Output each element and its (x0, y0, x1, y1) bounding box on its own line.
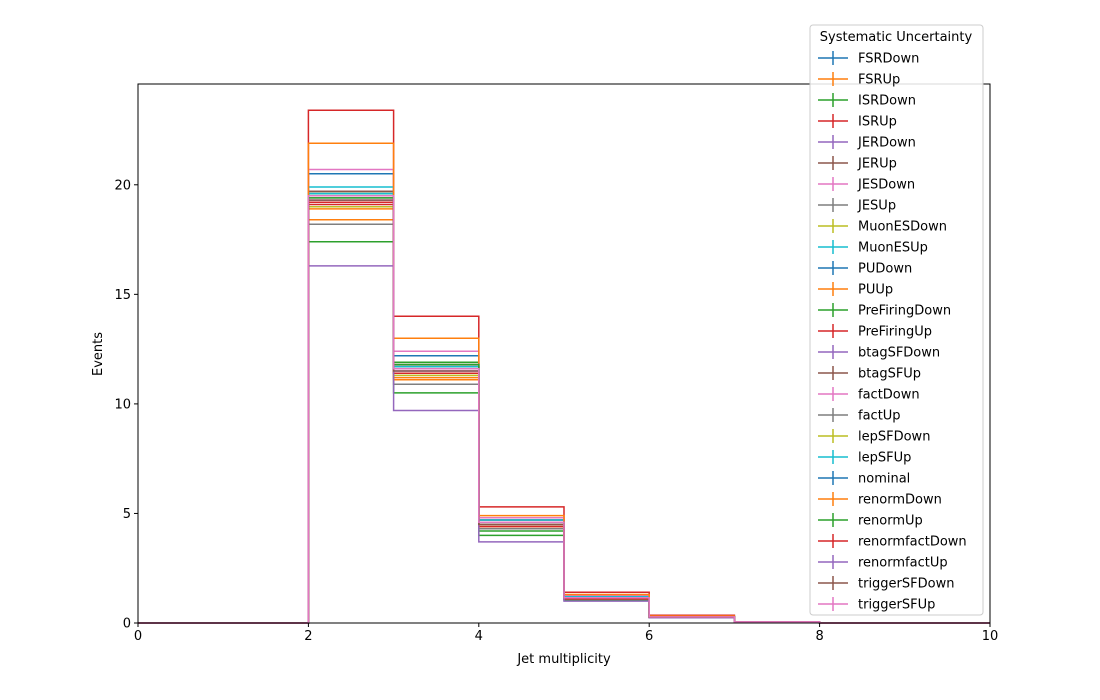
legend-entry-JESDown: JESDown (818, 177, 915, 193)
legend-label: PreFiringUp (858, 325, 932, 340)
legend-label: btagSFUp (858, 367, 921, 382)
legend-entry-factDown: factDown (818, 387, 920, 403)
legend-label: ISRUp (858, 115, 897, 130)
legend-label: PreFiringDown (858, 304, 951, 319)
legend-label: renormfactDown (858, 535, 967, 550)
legend-label: ISRDown (858, 94, 916, 109)
legend-entry-MuonESUp: MuonESUp (818, 240, 928, 256)
legend-label: JESUp (857, 199, 896, 214)
legend-entry-ISRDown: ISRDown (818, 93, 916, 109)
legend-entry-PUDown: PUDown (818, 261, 912, 277)
plot-frame (137, 83, 991, 624)
y-tick-label: 20 (114, 178, 131, 193)
x-axis: 0 2 4 6 8 10 (134, 623, 998, 644)
legend-entry-btagSFUp: btagSFUp (818, 366, 921, 382)
legend-label: renormfactUp (858, 556, 948, 571)
legend-label: MuonESDown (858, 220, 947, 235)
legend-label: renormDown (858, 493, 942, 508)
y-tick-label: 15 (114, 288, 131, 303)
legend-label: lepSFDown (858, 430, 930, 445)
x-tick-label: 10 (982, 629, 999, 644)
x-tick-label: 2 (304, 629, 312, 644)
legend-title: Systematic Uncertainty (820, 30, 973, 45)
legend-entry-JESUp: JESUp (818, 198, 896, 214)
legend-label: MuonESUp (858, 241, 928, 256)
legend-label: JERDown (857, 136, 916, 151)
legend-label: triggerSFUp (858, 598, 935, 613)
legend-entry-renormDown: renormDown (818, 492, 942, 508)
legend-entry-lepSFUp: lepSFUp (818, 450, 911, 466)
legend-entry-MuonESDown: MuonESDown (818, 219, 947, 235)
series-line-triggerSFUp (138, 194, 990, 624)
y-axis: 0 5 10 15 20 (114, 178, 138, 632)
legend-entry-FSRDown: FSRDown (818, 51, 919, 67)
legend-label: nominal (858, 472, 910, 487)
legend-label: FSRUp (858, 73, 900, 88)
legend-entry-ISRUp: ISRUp (818, 114, 897, 130)
legend-label: triggerSFDown (858, 577, 954, 592)
legend-label: JERUp (857, 157, 897, 172)
legend-entry-PreFiringDown: PreFiringDown (818, 303, 951, 319)
legend-label: factUp (858, 409, 901, 424)
legend-label: renormUp (858, 514, 923, 529)
legend-entry-FSRUp: FSRUp (818, 72, 900, 88)
legend-label: FSRDown (858, 52, 919, 67)
x-tick-label: 4 (475, 629, 483, 644)
legend-entry-JERUp: JERUp (818, 156, 897, 172)
x-tick-label: 0 (134, 629, 142, 644)
legend-entry-renormUp: renormUp (818, 513, 923, 529)
legend-label: JESDown (857, 178, 915, 193)
legend-entries: FSRDown FSRUp ISRDown ISRUp JERDown JERUp JESD… (818, 51, 967, 613)
legend-entry-renormfactUp: renormfactUp (818, 555, 948, 571)
legend-label: lepSFUp (858, 451, 911, 466)
legend-entry-PUUp: PUUp (818, 282, 893, 298)
legend-entry-lepSFDown: lepSFDown (818, 429, 930, 445)
legend-entry-renormfactDown: renormfactDown (818, 534, 967, 550)
legend-label: btagSFDown (858, 346, 940, 361)
legend-entry-factUp: factUp (818, 408, 901, 424)
legend-label: PUDown (858, 262, 912, 277)
legend-entry-JERDown: JERDown (818, 135, 916, 151)
y-axis-label: Events (91, 332, 106, 376)
series-layer (138, 109, 990, 624)
y-tick-label: 10 (114, 397, 131, 412)
legend-entry-triggerSFUp: triggerSFUp (818, 597, 935, 613)
legend-entry-PreFiringUp: PreFiringUp (818, 324, 932, 340)
x-tick-label: 6 (645, 629, 653, 644)
legend: Systematic Uncertainty FSRDown FSRUp ISRDo… (809, 24, 984, 616)
legend-label: factDown (858, 388, 920, 403)
x-tick-label: 8 (815, 629, 823, 644)
x-axis-label: Jet multiplicity (516, 652, 611, 667)
legend-entry-triggerSFDown: triggerSFDown (818, 576, 954, 592)
y-tick-label: 0 (123, 617, 131, 632)
legend-label: PUUp (858, 283, 893, 298)
legend-entry-nominal: nominal (818, 471, 910, 487)
y-tick-label: 5 (123, 507, 131, 522)
legend-entry-btagSFDown: btagSFDown (818, 345, 940, 361)
legend-frame (809, 24, 984, 616)
